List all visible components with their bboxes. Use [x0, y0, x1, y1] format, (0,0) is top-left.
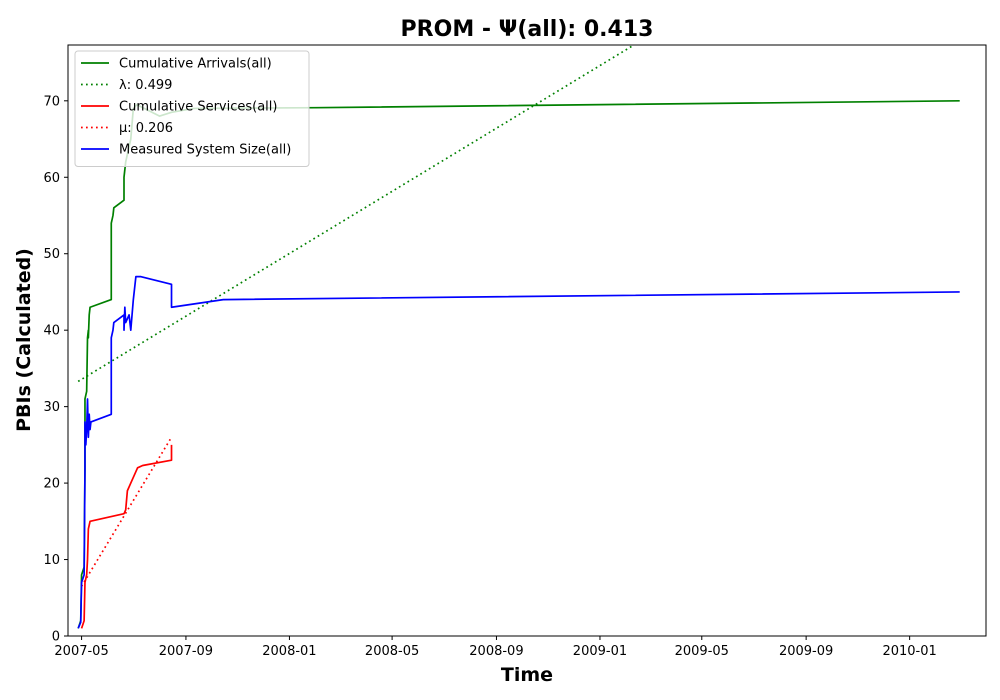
y-tick-label: 60	[43, 171, 60, 186]
chart-title: PROM - Ψ(all): 0.413	[401, 17, 654, 42]
plot-frame	[67, 44, 987, 637]
legend-box	[74, 50, 310, 167]
series-line-2	[80, 444, 173, 629]
x-tick-label: 2008-05	[365, 644, 419, 659]
legend: Cumulative Arrivals(all) λ: 0.499 Cumulati…	[74, 50, 310, 167]
y-tick-label: 40	[43, 324, 60, 339]
x-tick-label: 2009-01	[573, 644, 627, 659]
x-tick-label: 2007-09	[159, 644, 213, 659]
series-line-1	[77, 45, 635, 383]
legend-label-measured-system-size-all: Measured System Size(all)	[119, 143, 291, 158]
legend-label-0-206: μ: 0.206	[119, 121, 173, 136]
y-tick-label: 70	[43, 94, 60, 109]
y-tick-label: 30	[43, 400, 60, 415]
legend-label-cumulative-services-all: Cumulative Services(all)	[119, 100, 277, 115]
y-tick-label: 0	[52, 630, 60, 645]
legend-label-cumulative-arrivals-all: Cumulative Arrivals(all)	[119, 57, 272, 72]
x-axis-ticks: 2007-05 2007-09 2008-01 2008-05 2008-09 2009-…	[54, 636, 937, 659]
y-axis-label: PBIs (Calculated)	[13, 248, 35, 432]
y-tick-label: 10	[43, 553, 60, 568]
x-tick-label: 2008-01	[262, 644, 316, 659]
x-axis-label: Time	[501, 664, 553, 686]
x-tick-label: 2008-09	[469, 644, 523, 659]
legend-label-0-499: λ: 0.499	[119, 78, 172, 93]
x-tick-label: 2009-09	[779, 644, 833, 659]
series-line-4	[77, 275, 960, 629]
x-tick-label: 2007-05	[54, 644, 108, 659]
x-tick-label: 2009-05	[675, 644, 729, 659]
x-tick-label: 2010-01	[882, 644, 936, 659]
y-axis-ticks: 0 10 20 30 40 50 60 70	[43, 94, 68, 645]
series-line-3	[80, 436, 173, 587]
y-tick-label: 20	[43, 477, 60, 492]
y-tick-label: 50	[43, 247, 60, 262]
